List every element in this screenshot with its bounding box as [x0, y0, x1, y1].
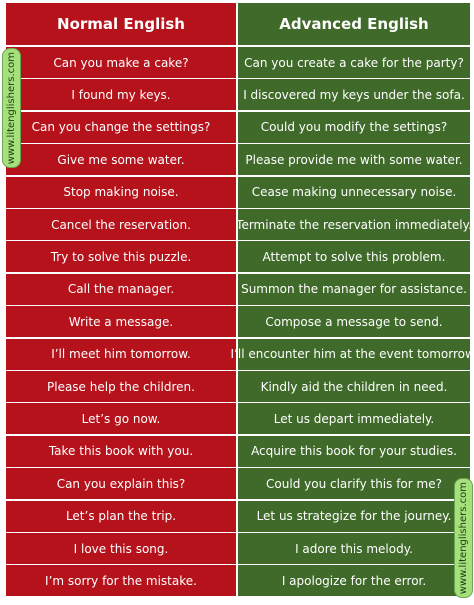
table-cell: Can you explain this? — [6, 468, 236, 500]
table-cell: Cease making unnecessary noise. — [238, 176, 470, 208]
table-cell: Can you create a cake for the party? — [238, 47, 470, 78]
watermark-tab: www.litenglishers.com — [2, 48, 21, 168]
table-cell: Can you make a cake? — [6, 47, 236, 78]
table-cell: I adore this melody. — [238, 533, 470, 564]
column-header: Normal English — [6, 3, 236, 45]
table-cell: I found my keys. — [6, 79, 236, 111]
table-cell: Could you clarify this for me? — [238, 468, 470, 500]
table-cell: I’ll meet him tomorrow. — [6, 338, 236, 370]
table-cell: Let’s go now. — [6, 403, 236, 435]
table-cell: Summon the manager for assistance. — [238, 273, 470, 305]
table-cell: I discovered my keys under the sofa. — [238, 79, 470, 111]
table-cell: Please help the children. — [6, 371, 236, 402]
table-cell: Kindly aid the children in need. — [238, 371, 470, 402]
table-cell: Let’s plan the trip. — [6, 500, 236, 532]
table-cell: Let us depart immediately. — [238, 403, 470, 435]
table-cell: Compose a message to send. — [238, 306, 470, 338]
table-cell: Call the manager. — [6, 273, 236, 305]
table-cell: Please provide me with some water. — [238, 144, 470, 176]
table-cell: Terminate the reservation immediately. — [236, 209, 472, 240]
table-cell: Write a message. — [6, 306, 236, 338]
table-cell: Give me some water. — [6, 144, 236, 176]
table-cell: Could you modify the settings? — [238, 111, 470, 143]
table-cell: Cancel the reservation. — [6, 209, 236, 240]
table-cell: I apologize for the error. — [238, 565, 470, 597]
watermark: www.litenglishers.com — [6, 51, 17, 165]
table-cell: Let us strategize for the journey. — [238, 500, 470, 532]
table-cell: Acquire this book for your studies. — [238, 435, 470, 467]
table-cell: Stop making noise. — [6, 176, 236, 208]
table-cell: I’ll encounter him at the event tomorrow… — [231, 338, 474, 370]
watermark-tab: www.litenglishers.com — [454, 478, 473, 598]
table-cell: Attempt to solve this problem. — [238, 241, 470, 273]
table-cell: Try to solve this puzzle. — [6, 241, 236, 273]
column-header: Advanced English — [238, 3, 470, 45]
table-cell: I love this song. — [6, 533, 236, 564]
watermark: www.litenglishers.com — [458, 481, 469, 595]
table-cell: I’m sorry for the mistake. — [6, 565, 236, 597]
table-cell: Can you change the settings? — [6, 111, 236, 143]
table-cell: Take this book with you. — [6, 435, 236, 467]
